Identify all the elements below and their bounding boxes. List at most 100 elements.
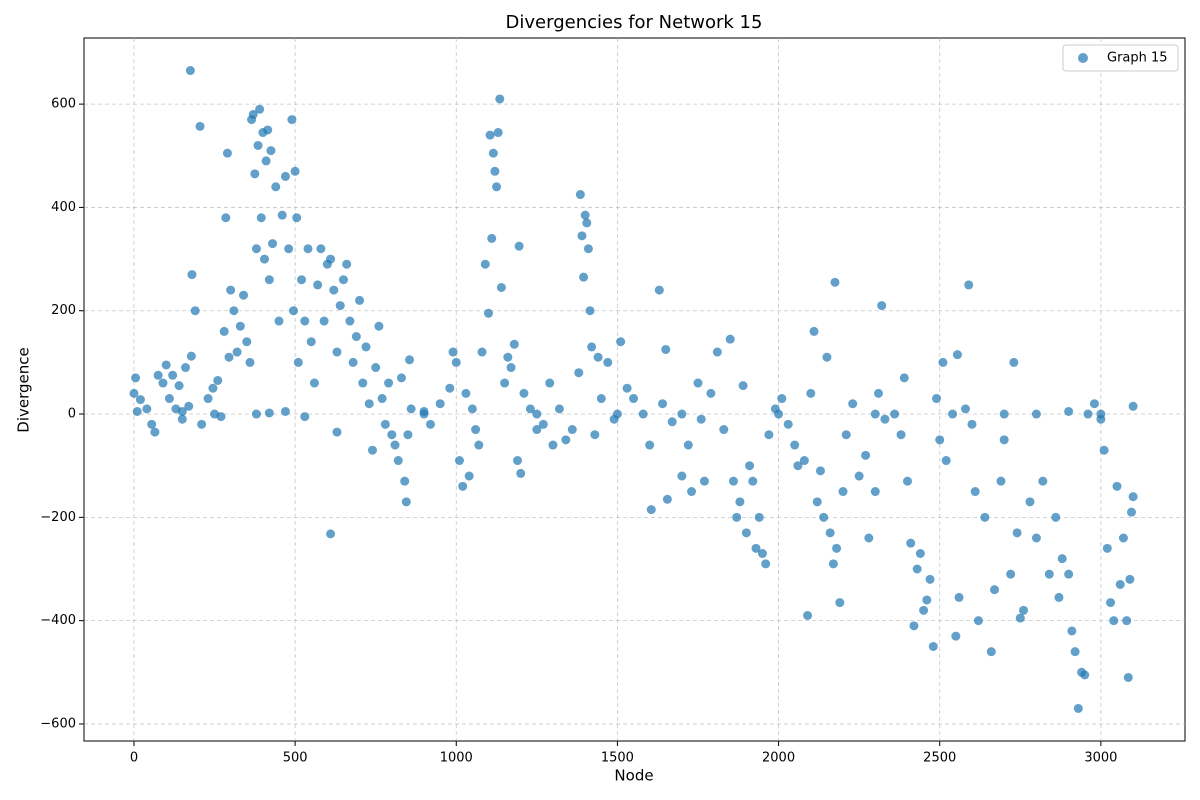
point — [284, 244, 294, 254]
point — [1096, 409, 1106, 419]
point — [532, 409, 542, 419]
point — [384, 378, 394, 388]
point — [828, 559, 838, 569]
point — [208, 383, 218, 393]
point — [364, 399, 374, 409]
point — [1106, 598, 1116, 608]
point — [245, 357, 255, 367]
point — [629, 394, 639, 404]
point — [725, 334, 735, 344]
point — [221, 213, 231, 223]
point — [932, 394, 942, 404]
point — [181, 363, 191, 373]
point — [164, 394, 174, 404]
point — [483, 308, 493, 318]
point — [1038, 476, 1048, 486]
point — [190, 306, 200, 316]
point — [177, 414, 187, 424]
y-tick-label: −200 — [40, 510, 76, 525]
plot-frame — [83, 37, 1186, 742]
point — [741, 528, 751, 538]
point — [919, 605, 929, 615]
point — [582, 218, 592, 228]
point — [390, 440, 400, 450]
point — [495, 94, 505, 104]
point — [445, 383, 455, 393]
point — [406, 404, 416, 414]
point — [548, 440, 558, 450]
point — [1118, 533, 1128, 543]
point — [1031, 533, 1041, 543]
point — [970, 487, 980, 497]
point — [332, 347, 342, 357]
point — [928, 641, 938, 651]
point — [712, 347, 722, 357]
point — [490, 166, 500, 176]
point — [809, 326, 819, 336]
point — [1031, 409, 1041, 419]
point — [235, 321, 245, 331]
point — [264, 275, 274, 285]
point — [239, 290, 249, 300]
point — [870, 487, 880, 497]
point — [719, 425, 729, 435]
point — [326, 529, 336, 539]
point — [902, 476, 912, 486]
point — [896, 430, 906, 440]
point — [131, 373, 141, 383]
point — [525, 404, 535, 414]
point — [219, 326, 229, 336]
point — [400, 476, 410, 486]
legend: Graph 15 — [1062, 44, 1179, 72]
point — [1064, 569, 1074, 579]
point — [477, 347, 487, 357]
point — [1064, 406, 1074, 416]
point — [662, 494, 672, 504]
point — [999, 409, 1009, 419]
x-tick-label: 1000 — [440, 751, 473, 766]
point — [1067, 626, 1077, 636]
point — [1009, 357, 1019, 367]
point — [964, 280, 974, 290]
point — [783, 419, 793, 429]
point — [952, 350, 962, 360]
y-tick-label: −400 — [40, 613, 76, 628]
point — [371, 363, 381, 373]
point — [579, 272, 589, 282]
point — [197, 419, 207, 429]
point — [488, 148, 498, 158]
point — [585, 306, 595, 316]
point — [293, 357, 303, 367]
point — [745, 461, 755, 471]
x-tick-label: 2000 — [762, 751, 795, 766]
point — [519, 388, 529, 398]
point — [835, 598, 845, 608]
point — [461, 388, 471, 398]
point — [493, 128, 503, 138]
point — [150, 427, 160, 437]
point — [261, 156, 271, 166]
point — [184, 401, 194, 411]
point — [514, 241, 524, 251]
point — [496, 282, 506, 292]
point — [500, 378, 510, 388]
point — [187, 270, 197, 280]
point — [922, 595, 932, 605]
chart-title: Divergencies for Network 15 — [506, 12, 763, 33]
point — [158, 378, 168, 388]
point — [803, 610, 813, 620]
point — [185, 66, 195, 76]
point — [790, 440, 800, 450]
point — [280, 171, 290, 181]
point — [967, 419, 977, 429]
point — [819, 512, 829, 522]
point — [915, 548, 925, 558]
point — [403, 430, 413, 440]
point — [435, 399, 445, 409]
point — [1019, 605, 1029, 615]
point — [806, 388, 816, 398]
x-tick-label: 3000 — [1084, 751, 1117, 766]
point — [587, 342, 597, 352]
point — [224, 352, 234, 362]
point — [1099, 445, 1109, 455]
